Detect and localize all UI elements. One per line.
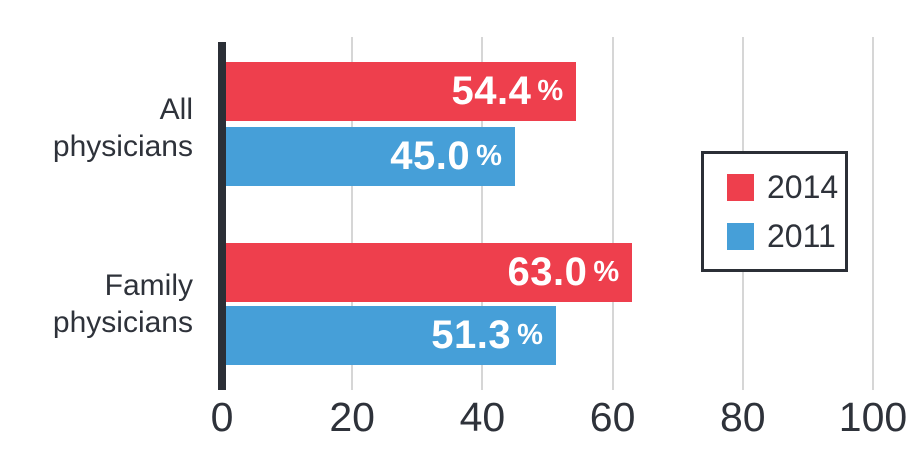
x-tick-20: 20 <box>329 394 375 440</box>
bar-2014-family-physicians: 63.0% <box>222 243 633 302</box>
x-tick-40: 40 <box>459 394 506 440</box>
percent-sign: % <box>537 75 564 107</box>
legend-item-2014: 2014 <box>727 171 845 203</box>
bar-2011-family-physicians: 51.3% <box>222 306 556 365</box>
bar-2014-all-physicians: 54.4% <box>222 62 577 121</box>
x-tick-100: 100 <box>838 394 908 440</box>
category-label-all-physicians: All physicians <box>52 93 193 163</box>
plot-area: 54.4% 45.0% 63.0% 51.3% <box>218 37 874 390</box>
gridline-40 <box>481 37 484 390</box>
legend: 2014 2011 <box>701 151 848 272</box>
legend-swatch-2011 <box>727 222 754 250</box>
legend-swatch-2014 <box>727 173 754 201</box>
bar-value-label: 54.4 <box>451 69 532 113</box>
legend-label-2014: 2014 <box>767 169 839 205</box>
x-tick-0: 0 <box>210 394 234 440</box>
legend-item-2011: 2011 <box>727 220 845 252</box>
x-tick-60: 60 <box>589 394 636 440</box>
category-label-family-physicians: Family physicians <box>52 269 193 339</box>
percent-sign: % <box>517 319 543 351</box>
bar-value-label: 45.0 <box>390 134 471 178</box>
legend-label-2011: 2011 <box>767 218 836 254</box>
bar-2011-all-physicians: 45.0% <box>222 127 515 186</box>
x-tick-80: 80 <box>719 394 766 440</box>
bar-value-label: 63.0 <box>507 250 588 294</box>
bar-value-label: 51.3 <box>431 313 512 357</box>
gridline-60 <box>611 37 614 390</box>
gridline-20 <box>351 37 354 390</box>
x-axis-tick-labels: 0 20 40 60 80 100 <box>211 394 908 444</box>
percent-sign: % <box>476 140 502 172</box>
percent-sign: % <box>593 256 620 288</box>
y-axis-line <box>218 42 226 390</box>
gridline-100 <box>872 37 874 390</box>
